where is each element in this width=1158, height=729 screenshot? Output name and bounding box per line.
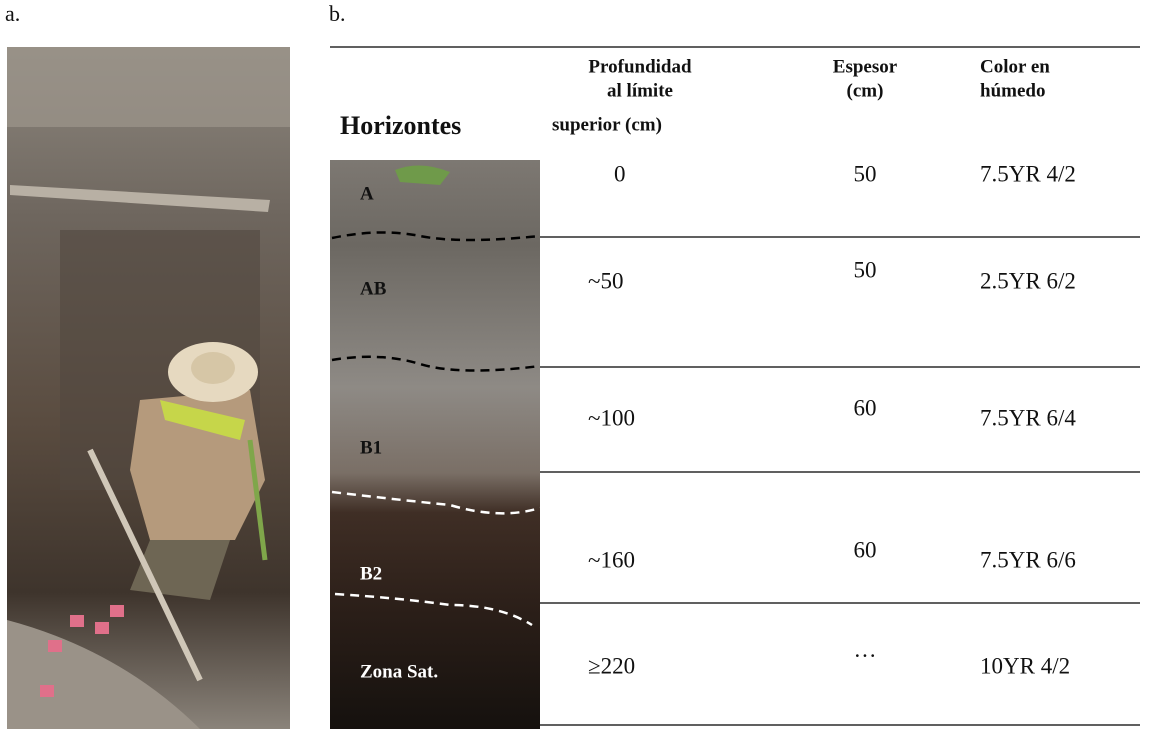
thickness-cell: 50 <box>854 161 877 186</box>
column-header: al límite <box>607 80 673 101</box>
horizon-label: A <box>360 183 374 204</box>
column-header: Color en <box>980 56 1050 77</box>
panel-label: a. <box>5 1 20 26</box>
horizon-label: Zona Sat. <box>360 661 438 682</box>
profile-photo <box>330 160 541 729</box>
color-cell: 10YR 4/2 <box>980 653 1070 678</box>
thickness-cell: ··· <box>854 643 877 668</box>
color-cell: 2.5YR 6/2 <box>980 268 1076 293</box>
table-body: A 0 50 7.5YR 4/2 AB ~50 50 2.5YR 6/2 B1 ~100 60 7.5… <box>360 161 1140 726</box>
column-header: Profundidad <box>588 56 692 77</box>
horizon-label: AB <box>360 278 387 299</box>
panel-label: b. <box>329 1 346 26</box>
depth-cell: ≥220 <box>588 653 635 678</box>
thickness-cell: 50 <box>854 257 877 282</box>
horizon-label: B1 <box>360 437 382 458</box>
column-header: húmedo <box>980 80 1045 101</box>
depth-cell: ~160 <box>588 547 635 572</box>
horizon-label: B2 <box>360 563 382 584</box>
thickness-cell: 60 <box>854 395 877 420</box>
depth-cell: 0 <box>614 161 626 186</box>
color-cell: 7.5YR 4/2 <box>980 161 1076 186</box>
column-header: superior (cm) <box>552 114 662 135</box>
column-header: Espesor <box>833 56 898 77</box>
field-photo <box>7 47 290 729</box>
column-header: Horizontes <box>340 111 461 140</box>
depth-cell: ~50 <box>588 268 623 293</box>
color-cell: 7.5YR 6/6 <box>980 547 1076 572</box>
color-cell: 7.5YR 6/4 <box>980 405 1076 430</box>
column-header: (cm) <box>847 80 884 101</box>
depth-cell: ~100 <box>588 405 635 430</box>
thickness-cell: 60 <box>854 537 877 562</box>
